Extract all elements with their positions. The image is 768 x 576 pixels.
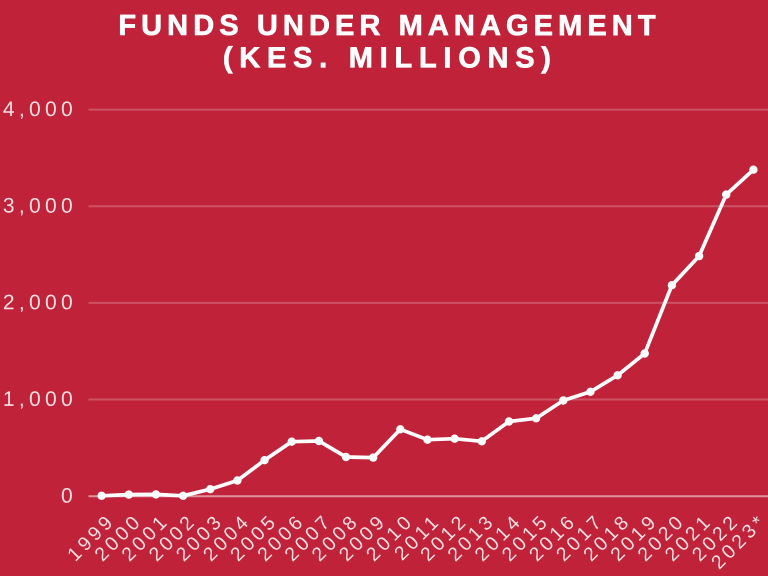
svg-text:FUNDS UNDER MANAGEMENT: FUNDS UNDER MANAGEMENT: [118, 10, 660, 42]
svg-text:4,000: 4,000: [3, 98, 77, 121]
svg-text:3,000: 3,000: [3, 195, 77, 218]
svg-text:1,000: 1,000: [3, 388, 77, 411]
svg-text:2,000: 2,000: [3, 291, 77, 314]
svg-text:0: 0: [61, 485, 77, 508]
svg-text:(KES. MILLIONS): (KES. MILLIONS): [223, 42, 558, 74]
